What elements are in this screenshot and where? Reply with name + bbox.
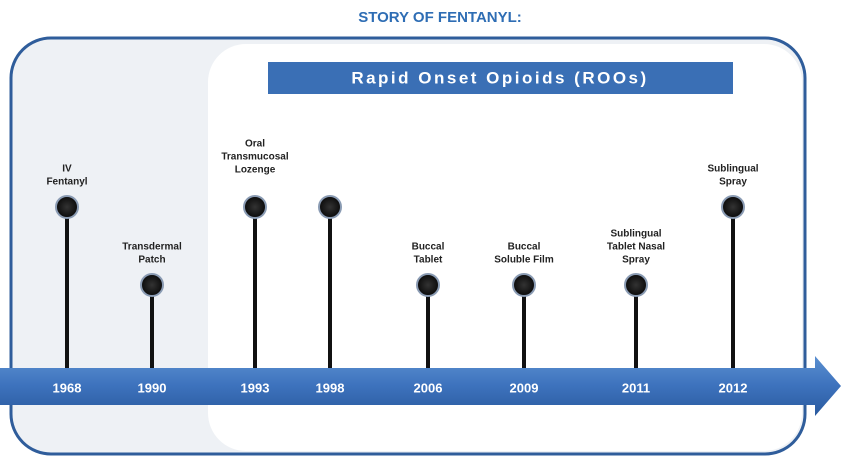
event-label: Soluble Film [494,255,554,266]
banner-text: Rapid Onset Opioids (ROOs) [351,68,648,87]
year: 2006 [414,380,443,395]
event-label: IV [62,164,72,175]
event-label: Transmucosal [221,152,288,163]
banner [268,62,733,94]
year: 2012 [719,380,748,395]
event-label: Sublingual [707,164,758,175]
event-label: Fentanyl [46,177,87,188]
pin [55,195,79,219]
year: 2011 [622,380,650,395]
year: 1998 [316,380,345,395]
pin [721,195,745,219]
year: 2009 [510,380,539,395]
event-label: Buccal [508,242,541,253]
event-label: Tablet [414,255,443,266]
event-label: Transdermal [122,242,182,253]
event-label: Buccal [412,242,445,253]
roo-region [208,44,802,451]
pin [318,195,342,219]
year: 1968 [53,380,82,395]
event-label: Spray [719,177,747,188]
timeline-arrow [0,356,841,416]
event-label: Spray [622,255,650,266]
event-label: Lozenge [235,165,276,176]
pin [416,273,440,297]
year: 1993 [241,380,270,395]
title: STORY OF FENTANYL: [358,9,522,26]
pin [243,195,267,219]
event-label: Patch [138,255,165,266]
pin [512,273,536,297]
pin [624,273,648,297]
event-label: Sublingual [610,229,661,240]
pin [140,273,164,297]
event-label: Oral [245,139,265,150]
events: 1968 IV Fentanyl 1990 Transdermal Patch 1993 Or… [46,139,758,396]
event-label: Tablet Nasal [607,242,665,253]
year: 1990 [138,380,167,395]
